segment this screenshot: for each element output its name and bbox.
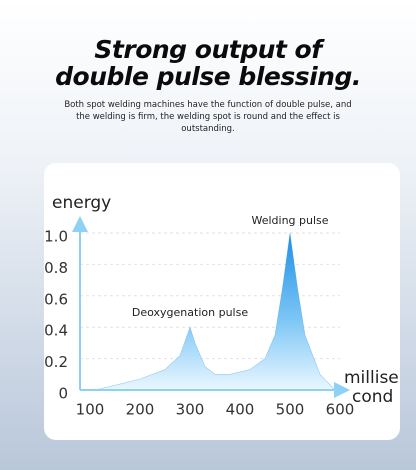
annotation: Welding pulse [251,214,328,227]
y-tick-label: 0 [58,385,68,403]
y-axis-label: energy [52,193,111,213]
y-tick-label: 0.2 [44,353,68,371]
y-tick-label: 0.6 [44,290,68,308]
title: Strong output of double pulse blessing. [55,35,361,91]
x-tick-label: 300 [176,401,205,419]
area [94,232,336,391]
y-tick-label: 0.4 [44,322,68,340]
annotation: Deoxygenation pulse [132,306,248,319]
x-tick-label: 200 [126,401,155,419]
x-tick-label: 500 [276,401,305,419]
y-tick-label: 0.8 [44,259,68,277]
x-tick-label: 100 [76,401,105,419]
x-axis-label: millise [344,368,399,388]
y-tick-label: 1.0 [44,228,68,246]
x-tick-label: 600 [326,401,355,419]
x-axis-label: cond [352,387,393,407]
x-tick-label: 400 [226,401,255,419]
subtitle: Both spot welding machines have the func… [64,100,352,134]
